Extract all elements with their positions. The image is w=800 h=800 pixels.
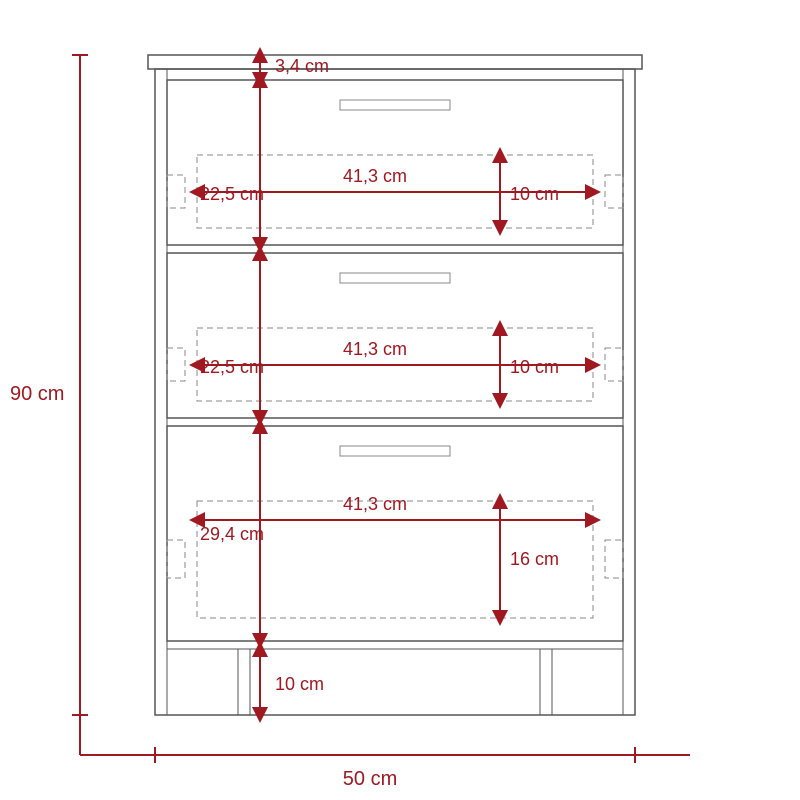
height-total-label: 90 cm: [10, 383, 64, 405]
dimension-diagram: 90 cm 50 cm: [0, 0, 800, 800]
inner-h1-label: 10 cm: [510, 184, 559, 204]
drawer2-h-label: 22,5 cm: [200, 357, 264, 377]
cabinet-body: [148, 55, 642, 715]
drawer3-h-label: 29,4 cm: [200, 524, 264, 544]
width-total-label: 50 cm: [343, 768, 397, 790]
top-gap-label: 3,4 cm: [275, 56, 329, 76]
inner-w1-label: 41,3 cm: [343, 166, 407, 186]
drawer1-h-label: 22,5 cm: [200, 184, 264, 204]
inner-h3-label: 16 cm: [510, 549, 559, 569]
drawer-handles: [340, 100, 450, 456]
outer-dimension-frame: [72, 55, 690, 763]
inner-w3-label: 41,3 cm: [343, 494, 407, 514]
inner-w2-label: 41,3 cm: [343, 339, 407, 359]
plinth-h-label: 10 cm: [275, 674, 324, 694]
inner-h2-label: 10 cm: [510, 357, 559, 377]
